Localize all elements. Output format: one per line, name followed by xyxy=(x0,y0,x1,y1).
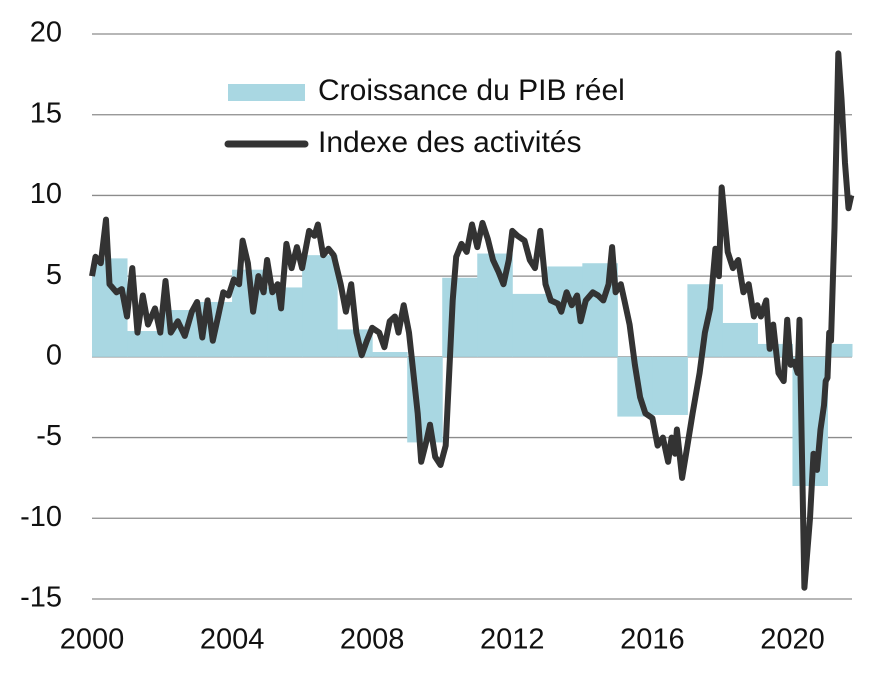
activity-line xyxy=(89,50,855,591)
area-step xyxy=(127,331,163,357)
y-tick-label: 10 xyxy=(30,178,62,210)
x-tick-label: 2012 xyxy=(480,624,545,656)
area-step xyxy=(372,352,408,357)
legend-label: Indexe des activités xyxy=(318,126,581,159)
x-tick-label: 2008 xyxy=(340,624,405,656)
area-step xyxy=(302,255,338,357)
x-tick-label: 2016 xyxy=(620,624,685,656)
y-tick-label: -15 xyxy=(20,582,62,614)
y-tick-label: 5 xyxy=(46,259,62,291)
x-tick-label: 2020 xyxy=(760,624,825,656)
y-tick-label: -5 xyxy=(36,420,62,452)
x-tick-label: 2000 xyxy=(60,624,125,656)
area-step xyxy=(827,343,853,357)
area-step xyxy=(722,322,758,357)
area-step xyxy=(512,293,548,357)
legend-swatch xyxy=(228,84,305,101)
y-tick-label: -10 xyxy=(20,501,62,533)
legend-label: Croissance du PIB réel xyxy=(318,74,625,107)
x-tick-label: 2004 xyxy=(200,624,265,656)
data xyxy=(89,50,855,591)
area-step xyxy=(652,356,688,415)
y-tick-label: 0 xyxy=(46,340,62,372)
y-tick-label: 20 xyxy=(30,17,62,49)
y-tick-label: 15 xyxy=(30,97,62,129)
